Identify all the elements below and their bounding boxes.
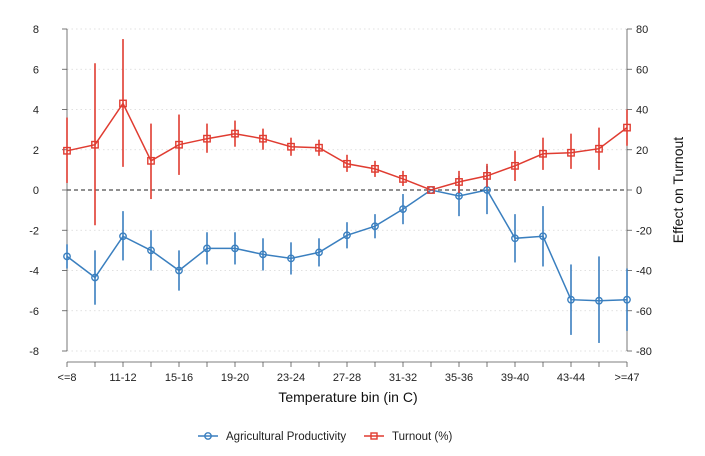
data-point-agricultural-productivity [315,248,323,257]
data-point-agricultural-productivity [399,205,407,214]
legend-swatch-marker-turnout [370,432,378,440]
y-axis-left-tick-label: 8 [33,24,39,36]
series-line-turnout [66,102,628,191]
data-point-agricultural-productivity [567,295,575,304]
x-axis-tick-label: <=8 [58,372,77,384]
y-axis-left-tick-label: -8 [29,346,39,358]
x-axis-title: Temperature bin (in C) [278,389,417,405]
data-point-agricultural-productivity [119,232,127,241]
data-point-turnout [231,129,239,138]
data-point-turnout [623,123,631,132]
x-axis-tick-label: 27-28 [333,372,361,384]
legend-label-agricultural-productivity: Agricultural Productivity [226,431,346,443]
y-axis-left-tick-label: 2 [33,145,39,157]
data-point-turnout [63,146,71,155]
data-point-agricultural-productivity [343,231,351,240]
y-axis-right-tick-label: 80 [636,24,648,36]
data-point-agricultural-productivity [595,296,603,305]
series-line-agricultural-productivity [66,189,628,302]
data-point-turnout [567,148,575,157]
legend-swatch-marker-agricultural-productivity [204,432,212,440]
y-axis-right-tick-label: -60 [636,306,652,318]
x-axis-tick-label: 15-16 [165,372,193,384]
data-point-turnout [539,149,547,158]
y-axis-left-tick-label: -6 [29,306,39,318]
data-point-agricultural-productivity [511,234,519,243]
y-axis-left-tick-label: 0 [33,185,39,197]
y-axis-right-tick-label: 40 [636,105,648,117]
y-axis-left-tick-label: 6 [33,64,39,76]
legend-label-turnout: Turnout (%) [392,431,452,443]
x-axis-tick-label: 19-20 [221,372,249,384]
x-axis-tick-label: 31-32 [389,372,417,384]
y-axis-left-tick-label: 4 [33,105,39,117]
series [63,39,631,343]
y-axis-right-tick-label: -40 [636,266,652,278]
x-axis-tick-label: >=47 [614,372,639,384]
data-point-agricultural-productivity [147,246,155,255]
x-axis-tick-label: 23-24 [277,372,305,384]
y-axis-right-tick-label: -80 [636,346,652,358]
data-point-turnout [595,144,603,153]
data-point-agricultural-productivity [63,252,71,261]
data-point-turnout [343,159,351,168]
y-axis-right-tick-label: -20 [636,225,652,237]
data-point-turnout [259,134,267,143]
y-axis-right-title: Effect on Turnout [670,137,686,243]
data-point-turnout [175,140,183,149]
x-axis-tick-label: 11-12 [109,372,136,384]
data-point-agricultural-productivity [259,250,267,259]
data-point-turnout [427,186,435,194]
data-point-agricultural-productivity [371,222,379,231]
data-point-turnout [147,156,155,165]
data-point-agricultural-productivity [287,254,295,263]
data-point-agricultural-productivity [203,244,211,253]
data-point-turnout [483,172,491,180]
data-point-turnout [455,178,463,186]
data-point-agricultural-productivity [231,244,239,253]
y-axis-left-tick-label: -4 [29,266,39,278]
y-axis-right-tick-label: 20 [636,145,648,157]
y-axis-left-tick-label: -2 [29,225,39,237]
y-axis-right-tick-label: 0 [636,185,642,197]
data-point-turnout [371,164,379,173]
x-axis-tick-label: 43-44 [557,372,585,384]
data-point-agricultural-productivity [539,232,547,241]
data-point-agricultural-productivity [91,273,99,282]
data-point-turnout [287,142,295,151]
x-axis-tick-label: 35-36 [445,372,473,384]
data-point-turnout [315,143,323,152]
data-point-turnout [91,140,99,149]
legend: Agricultural Productivity Turnout (%) [198,431,452,443]
data-point-turnout [511,161,519,170]
data-point-turnout [119,99,127,108]
x-axis-tick-label: 39-40 [501,372,529,384]
data-point-turnout [203,134,211,143]
y-axis-right-tick-label: 60 [636,64,648,76]
data-point-agricultural-productivity [623,295,631,304]
data-point-turnout [399,175,407,183]
data-point-agricultural-productivity [175,266,183,275]
